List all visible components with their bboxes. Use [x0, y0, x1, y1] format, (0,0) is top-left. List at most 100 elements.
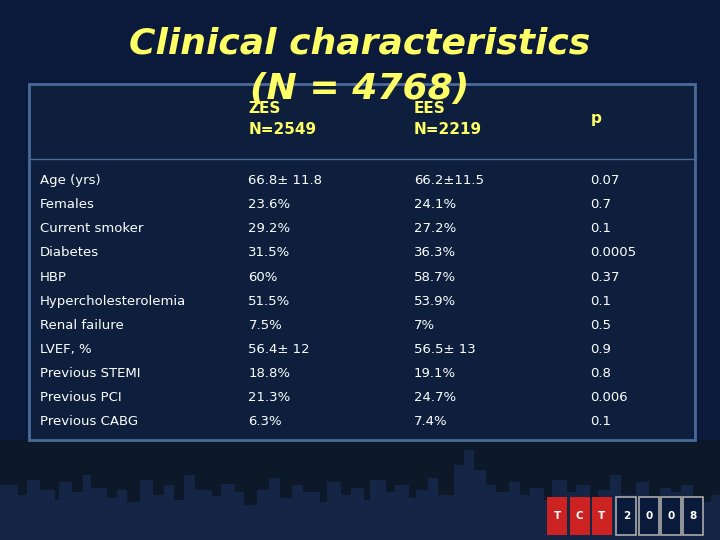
Bar [518, 495, 531, 540]
Bar [89, 488, 107, 540]
Text: T: T [598, 511, 606, 521]
Bar [164, 485, 174, 540]
Text: 36.3%: 36.3% [414, 246, 456, 260]
Bar [509, 482, 520, 540]
Text: 0.1: 0.1 [590, 294, 611, 308]
Bar [437, 495, 455, 540]
Text: 0.9: 0.9 [590, 342, 611, 356]
Bar [370, 480, 386, 540]
Bar [566, 492, 577, 540]
Text: Previous CABG: Previous CABG [40, 415, 138, 428]
Text: C: C [576, 511, 583, 521]
Text: 8: 8 [690, 511, 697, 521]
Bar [530, 488, 544, 540]
Bar [472, 470, 486, 540]
Text: 0: 0 [667, 511, 675, 521]
Text: 66.2±11.5: 66.2±11.5 [414, 174, 484, 187]
Text: 66.8± 11.8: 66.8± 11.8 [248, 174, 323, 187]
Text: 0.5: 0.5 [590, 319, 611, 332]
Bar [14, 495, 29, 540]
Text: 0.1: 0.1 [590, 222, 611, 235]
Text: EES
N=2219: EES N=2219 [414, 101, 482, 137]
Bar [428, 478, 438, 540]
Text: LVEF, %: LVEF, % [40, 342, 91, 356]
Text: 51.5%: 51.5% [248, 294, 291, 308]
Bar [210, 496, 222, 540]
Bar [384, 492, 396, 540]
Text: Renal failure: Renal failure [40, 319, 123, 332]
Bar [610, 475, 621, 540]
Bar [485, 485, 496, 540]
Bar [59, 482, 72, 540]
Bar [302, 492, 320, 540]
Bar [598, 490, 611, 540]
Bar [661, 497, 681, 535]
Text: 7.5%: 7.5% [248, 319, 282, 332]
Bar [27, 480, 40, 540]
Text: 18.8%: 18.8% [248, 367, 290, 380]
Text: Females: Females [40, 198, 94, 212]
Text: 0.8: 0.8 [590, 367, 611, 380]
Bar [570, 497, 590, 535]
Bar [464, 450, 474, 540]
Bar [173, 500, 186, 540]
Text: 27.2%: 27.2% [414, 222, 456, 235]
Text: Previous STEMI: Previous STEMI [40, 367, 140, 380]
Text: HBP: HBP [40, 271, 66, 284]
Text: 21.3%: 21.3% [248, 390, 291, 404]
Bar [39, 490, 55, 540]
Bar [670, 492, 683, 540]
Bar [292, 485, 303, 540]
Bar [416, 490, 429, 540]
Text: Current smoker: Current smoker [40, 222, 143, 235]
Bar [0, 440, 720, 540]
Text: (N = 4768): (N = 4768) [251, 72, 469, 106]
Text: 0.37: 0.37 [590, 271, 620, 284]
Bar [351, 488, 364, 540]
Bar [318, 502, 328, 540]
Bar [636, 482, 649, 540]
Bar [279, 498, 293, 540]
Text: 31.5%: 31.5% [248, 246, 291, 260]
Text: 6.3%: 6.3% [248, 415, 282, 428]
Text: 58.7%: 58.7% [414, 271, 456, 284]
Bar [327, 482, 341, 540]
Text: p: p [590, 111, 601, 126]
Text: 0.7: 0.7 [590, 198, 611, 212]
Text: 24.7%: 24.7% [414, 390, 456, 404]
Text: T: T [554, 511, 561, 521]
Text: 23.6%: 23.6% [248, 198, 291, 212]
Bar [547, 497, 567, 535]
Text: 2: 2 [623, 511, 630, 521]
Text: Clinical characteristics: Clinical characteristics [130, 26, 590, 60]
Bar [395, 485, 409, 540]
Bar [117, 490, 127, 540]
Text: 29.2%: 29.2% [248, 222, 291, 235]
Bar [592, 497, 612, 535]
Bar [184, 475, 195, 540]
Bar [269, 478, 280, 540]
Bar [257, 490, 270, 540]
Text: 7.4%: 7.4% [414, 415, 448, 428]
Bar [620, 495, 638, 540]
Bar [711, 495, 720, 540]
Bar [681, 485, 693, 540]
Bar [243, 505, 258, 540]
Text: 7%: 7% [414, 319, 435, 332]
Text: 0.07: 0.07 [590, 174, 620, 187]
Text: 0: 0 [645, 511, 652, 521]
Bar [362, 500, 372, 540]
Bar [660, 488, 671, 540]
Bar [589, 498, 600, 540]
Bar [683, 497, 703, 535]
Bar [616, 497, 636, 535]
Bar [495, 492, 510, 540]
Bar [194, 490, 212, 540]
Text: 56.5± 13: 56.5± 13 [414, 342, 476, 356]
Text: 56.4± 12: 56.4± 12 [248, 342, 310, 356]
Bar [151, 495, 166, 540]
Bar [340, 495, 352, 540]
FancyBboxPatch shape [29, 84, 695, 440]
Bar [454, 465, 466, 540]
Bar [52, 500, 60, 540]
